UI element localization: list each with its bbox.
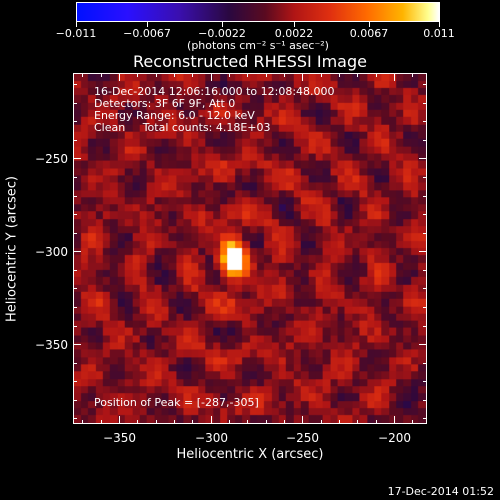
colorbar-tick (439, 22, 440, 27)
x-tick-label: −200 (378, 431, 411, 445)
annotation-peak-position: Position of Peak = [-287,-305] (94, 396, 259, 409)
colorbar-tick (147, 22, 148, 27)
plot-timestamp: 17-Dec-2014 01:52 (387, 485, 494, 498)
colorbar-units-label: (photons cm⁻² s⁻¹ asec⁻²) (187, 39, 329, 52)
x-tick-label: −300 (195, 431, 228, 445)
annotation-time-range: 16-Dec-2014 12:06:16.000 to 12:08:48.000 (94, 85, 335, 98)
x-tick-label: −350 (103, 431, 136, 445)
colorbar-tick (222, 22, 223, 27)
colorbar-tick-label: −0.011 (55, 27, 97, 40)
x-tick-label: −250 (286, 431, 319, 445)
colorbar-tick (369, 22, 370, 27)
plot-area: 16-Dec-2014 12:06:16.000 to 12:08:48.000… (73, 73, 427, 424)
y-tick-label: −350 (35, 337, 68, 352)
annotation-detectors: Detectors: 3F 6F 9F, Att 0 (94, 97, 236, 110)
colorbar-tick-label: 0.0067 (349, 27, 389, 40)
chart-title: Reconstructed RHESSI Image (133, 52, 367, 71)
annotation-energy-range: Energy Range: 6.0 - 12.0 keV (94, 109, 255, 122)
colorbar-tick-label: 0.011 (423, 27, 455, 40)
y-axis-title: Heliocentric Y (arcsec) (4, 176, 20, 322)
colorbar (76, 2, 440, 22)
x-axis-title: Heliocentric X (arcsec) (176, 447, 324, 462)
colorbar-tick (294, 22, 295, 27)
y-tick-label: −250 (35, 151, 68, 166)
heatmap-image (74, 74, 426, 423)
colorbar-tick-label: −0.0022 (198, 27, 246, 40)
colorbar-tick-label: −0.0067 (123, 27, 171, 40)
colorbar-tick-label: 0.0022 (274, 27, 314, 40)
y-tick-label: −300 (35, 244, 68, 259)
annotation-total-counts: Clean Total counts: 4.18E+03 (94, 121, 271, 134)
colorbar-tick (76, 22, 77, 27)
